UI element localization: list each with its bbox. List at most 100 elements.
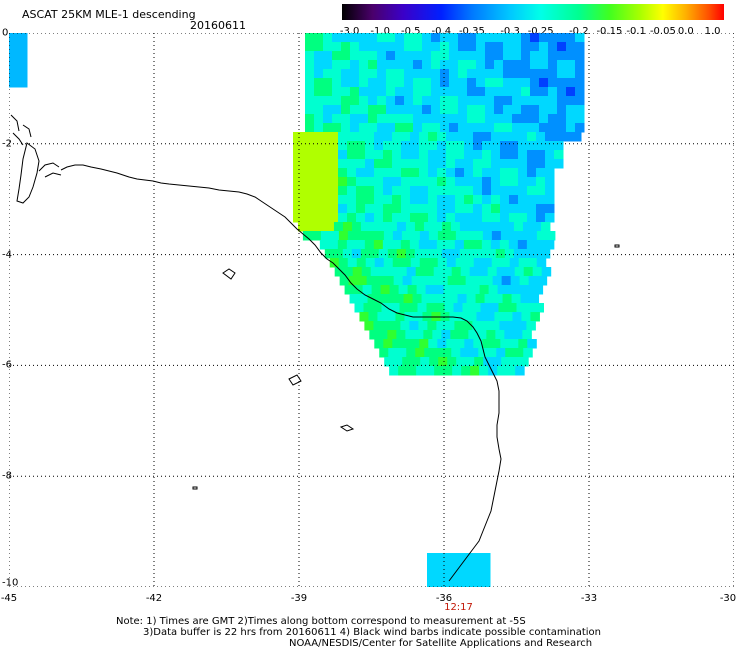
swath-cell: [486, 222, 497, 232]
swath-cell: [341, 33, 351, 43]
swath-cell: [467, 87, 477, 97]
swath-cell: [395, 114, 405, 124]
swath-cell: [494, 123, 504, 133]
swath-cell: [465, 357, 475, 367]
swath-cell: [491, 168, 501, 178]
swath-cell: [413, 96, 423, 106]
swath-cell: [500, 195, 510, 205]
swath-cell: [338, 258, 349, 268]
latitude-tick-label: -8: [2, 470, 12, 482]
swath-cell: [503, 96, 513, 106]
swath-cell: [350, 78, 360, 88]
swath-cell: [530, 123, 540, 133]
swath-cell: [323, 87, 333, 97]
swath-cell: [563, 132, 573, 142]
swath-cell: [404, 78, 414, 88]
swath-cell: [338, 213, 348, 223]
swath-cell: [320, 186, 330, 196]
swath-cell: [374, 231, 385, 241]
swath-cell: [518, 150, 528, 160]
swath-cell: [377, 312, 387, 322]
swath-cell: [503, 42, 513, 52]
swath-cell: [548, 42, 558, 52]
swath-cell: [449, 60, 459, 70]
swath-cell: [392, 195, 402, 205]
swath-cell: [518, 204, 528, 214]
swath-cell: [314, 105, 324, 115]
swath-cell: [494, 60, 504, 70]
swath-cell: [481, 553, 491, 563]
swath-cell: [332, 51, 342, 61]
swath-cell: [392, 186, 402, 196]
swath-cell: [419, 141, 429, 151]
swath-cell: [332, 87, 342, 97]
swath-cell: [374, 258, 385, 268]
small-island-4: [192, 486, 198, 490]
swath-cell: [521, 69, 531, 79]
pass-time-label: 12:17: [444, 602, 473, 613]
swath-cell: [386, 78, 396, 88]
swath-cell: [431, 96, 441, 106]
small-island-2: [288, 374, 302, 386]
swath-cell: [341, 96, 351, 106]
swath-cell: [293, 159, 303, 169]
swath-cell: [511, 294, 522, 304]
brazil-coastline: [60, 164, 502, 582]
swath-cell: [476, 114, 486, 124]
swath-cell: [536, 213, 546, 223]
swath-cell: [548, 87, 558, 97]
swath-cell: [536, 195, 546, 205]
swath-cell: [359, 105, 369, 115]
swath-cell: [438, 276, 449, 286]
swath-cell: [320, 213, 330, 223]
swath-cell: [464, 213, 474, 223]
swath-cell: [374, 141, 384, 151]
swath-cell: [539, 105, 549, 115]
swath-cell: [431, 69, 441, 79]
swath-cell: [379, 267, 390, 277]
swath-cell: [575, 105, 585, 115]
swath-cell: [566, 33, 576, 43]
swath-cell: [401, 204, 411, 214]
swath-cell: [338, 150, 348, 160]
swath-cell: [545, 150, 555, 160]
swath-cell: [413, 105, 423, 115]
swath-cell: [400, 321, 410, 331]
swath-cell: [413, 87, 423, 97]
swath-cell: [566, 42, 576, 52]
swath-cell: [536, 132, 546, 142]
swath-cell: [504, 249, 515, 259]
swath-cell: [377, 51, 387, 61]
swath-cell: [467, 60, 477, 70]
swath-cell: [527, 159, 537, 169]
swath-cell: [377, 42, 387, 52]
swath-cell: [548, 78, 558, 88]
swath-cell: [473, 150, 483, 160]
swath-cell: [305, 51, 315, 61]
swath-cell: [404, 33, 414, 43]
swath-cell: [473, 168, 483, 178]
swath-cell: [386, 96, 396, 106]
swath-cell: [431, 33, 441, 43]
swath-cell: [428, 213, 438, 223]
swath-cell: [485, 105, 495, 115]
swath-cell: [377, 33, 387, 43]
swath-cell: [480, 303, 490, 313]
swath-cell: [490, 321, 500, 331]
swath-cell: [368, 51, 378, 61]
swath-cell: [419, 159, 429, 169]
swath-cell: [365, 141, 375, 151]
swath-cell: [545, 159, 555, 169]
swath-cell: [356, 159, 366, 169]
swath-cell: [458, 33, 468, 43]
swath-cell: [437, 177, 447, 187]
swath-cell: [405, 330, 415, 340]
swath-cell: [399, 303, 409, 313]
swath-cell: [436, 321, 446, 331]
swath-cell: [386, 114, 396, 124]
swath-cell: [360, 249, 371, 259]
swath-cell: [397, 267, 408, 277]
swath-cell: [468, 222, 479, 232]
swath-cell: [423, 222, 434, 232]
swath-cell: [386, 69, 396, 79]
